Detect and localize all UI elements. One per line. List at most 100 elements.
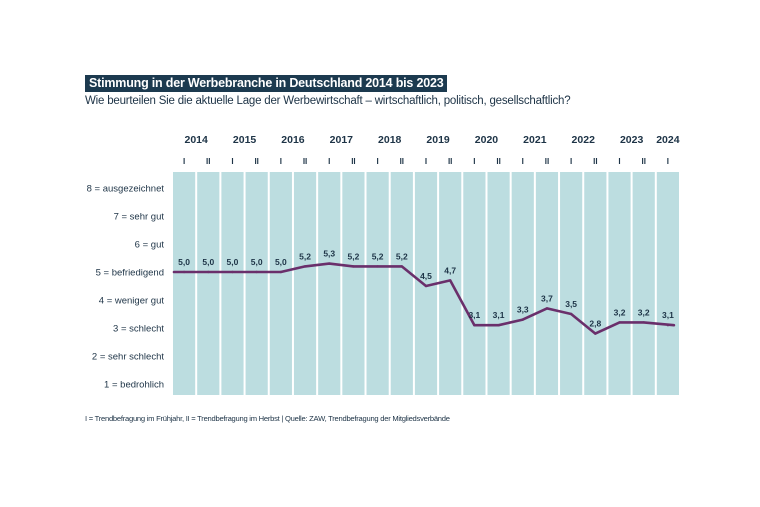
half-year-label: II bbox=[641, 157, 645, 166]
data-point bbox=[569, 312, 573, 316]
data-label: 5,0 bbox=[251, 257, 263, 267]
data-label: 3,2 bbox=[614, 307, 626, 317]
data-label: 5,0 bbox=[275, 257, 287, 267]
data-label: 3,7 bbox=[541, 293, 553, 303]
data-point bbox=[231, 270, 234, 274]
half-year-label: II bbox=[593, 157, 597, 166]
half-year-label: I bbox=[618, 157, 620, 166]
column-band bbox=[414, 172, 438, 395]
year-label: 2014 bbox=[185, 134, 209, 146]
data-point bbox=[279, 270, 283, 274]
data-label: 5,2 bbox=[348, 251, 360, 261]
data-labels: 5,0 5,0 5,0 5,0 5,0 5,2 5,3 5,2 5,2 5,2 4,5 4,7 3,1 3… bbox=[178, 249, 674, 335]
half-year-label: I bbox=[570, 157, 572, 166]
half-year-label: II bbox=[351, 157, 355, 166]
year-label: 2016 bbox=[281, 134, 305, 146]
column-band bbox=[269, 172, 292, 395]
half-year-label: I bbox=[231, 157, 233, 166]
data-label: 4,5 bbox=[420, 271, 432, 281]
chart-footnote: I = Trendbefragung im Frühjahr, II = Tre… bbox=[85, 414, 450, 423]
column-band bbox=[535, 172, 559, 395]
data-point bbox=[545, 307, 549, 310]
y-tick-label: 4 = weniger gut bbox=[99, 296, 165, 307]
data-label: 5,2 bbox=[396, 251, 408, 261]
data-label: 5,0 bbox=[227, 257, 239, 267]
column-band bbox=[221, 172, 244, 395]
half-year-label: I bbox=[667, 157, 669, 166]
chart-title: Stimmung in der Werbebranche in Deutschl… bbox=[85, 75, 448, 92]
column-band bbox=[293, 172, 317, 395]
half-year-label: I bbox=[183, 157, 185, 166]
column-band bbox=[487, 172, 510, 395]
column-band bbox=[463, 172, 486, 395]
y-axis-labels: 8 = ausgezeichnet 7 = sehr gut 6 = gut 5 = … bbox=[87, 184, 165, 391]
data-label: 5,0 bbox=[178, 257, 190, 267]
half-year-label: I bbox=[377, 157, 379, 166]
y-tick-label: 2 = sehr schlecht bbox=[92, 352, 164, 363]
data-point bbox=[255, 270, 258, 274]
data-label: 5,2 bbox=[372, 251, 384, 261]
half-year-label: II bbox=[254, 157, 258, 166]
data-label: 3,1 bbox=[468, 310, 480, 320]
data-point bbox=[424, 284, 428, 288]
data-label: 3,3 bbox=[517, 305, 529, 315]
data-point bbox=[303, 265, 307, 268]
data-point bbox=[448, 279, 452, 282]
half-year-label: II bbox=[448, 157, 452, 166]
data-point bbox=[618, 321, 621, 324]
year-label: 2017 bbox=[330, 134, 354, 146]
y-tick-label: 7 = sehr gut bbox=[114, 212, 165, 223]
column-band bbox=[584, 172, 607, 395]
half-year-label: II bbox=[206, 157, 210, 166]
data-point bbox=[521, 318, 524, 321]
column-band bbox=[318, 172, 341, 395]
y-tick-label: 5 = befriedigend bbox=[96, 268, 164, 279]
column-band bbox=[608, 172, 631, 395]
data-label: 5,0 bbox=[202, 257, 214, 267]
data-label: 4,7 bbox=[444, 265, 456, 275]
year-label: 2015 bbox=[233, 134, 257, 146]
data-point bbox=[376, 265, 379, 268]
column-band bbox=[511, 172, 534, 395]
year-label: 2020 bbox=[475, 134, 499, 146]
data-label: 3,1 bbox=[493, 310, 505, 320]
data-point bbox=[352, 265, 355, 268]
data-point bbox=[328, 262, 331, 265]
y-tick-label: 3 = schlecht bbox=[113, 324, 164, 335]
column-band bbox=[342, 172, 365, 395]
chart-subtitle: Wie beurteilen Sie die aktuelle Lage der… bbox=[85, 95, 571, 107]
data-label: 3,5 bbox=[565, 299, 577, 309]
half-year-label: I bbox=[425, 157, 427, 166]
column-band bbox=[656, 172, 679, 395]
half-year-label: I bbox=[328, 157, 330, 166]
data-label: 3,2 bbox=[638, 307, 650, 317]
data-point bbox=[594, 332, 597, 335]
y-tick-label: 1 = bedrohlich bbox=[104, 380, 164, 391]
column-band bbox=[245, 172, 268, 395]
year-label: 2023 bbox=[620, 134, 644, 146]
data-label: 2,8 bbox=[589, 319, 601, 329]
y-tick-label: 6 = gut bbox=[135, 240, 165, 251]
half-year-label: II bbox=[496, 157, 500, 166]
half-year-label: I bbox=[280, 157, 282, 166]
year-label: 2021 bbox=[523, 134, 547, 146]
column-band bbox=[173, 172, 196, 395]
data-point bbox=[642, 321, 645, 324]
half-year-labels: I II I II I II I II I II I II I II I II I II I II I bbox=[183, 157, 669, 166]
column-band bbox=[390, 172, 413, 395]
half-year-label: I bbox=[473, 157, 475, 166]
data-label: 5,3 bbox=[323, 249, 335, 259]
data-point bbox=[666, 324, 670, 327]
column-band bbox=[197, 172, 220, 395]
half-year-label: II bbox=[545, 157, 549, 166]
column-backgrounds bbox=[173, 172, 679, 395]
half-year-label: II bbox=[400, 157, 404, 166]
data-label: 3,1 bbox=[662, 310, 674, 320]
data-point bbox=[473, 324, 476, 327]
half-year-label: II bbox=[303, 157, 307, 166]
column-band bbox=[560, 172, 583, 395]
column-band bbox=[632, 172, 655, 395]
data-point bbox=[497, 324, 500, 327]
year-label: 2024 bbox=[656, 134, 680, 146]
half-year-label: I bbox=[522, 157, 524, 166]
